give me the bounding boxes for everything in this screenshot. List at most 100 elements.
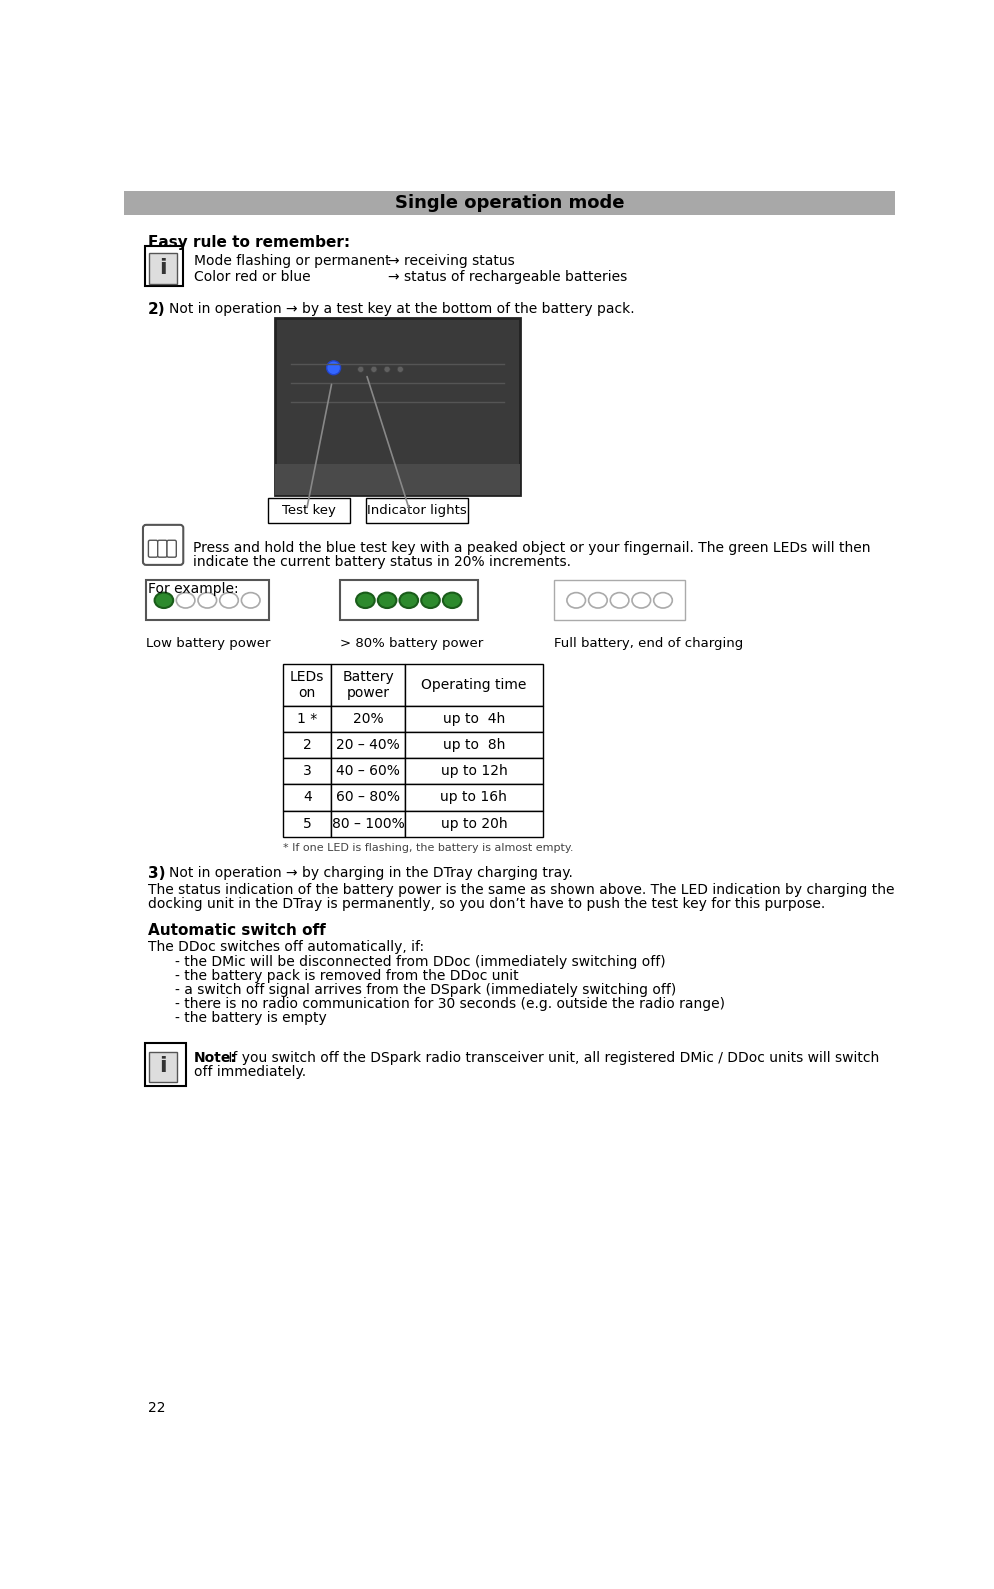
- Text: indicate the current battery status in 20% increments.: indicate the current battery status in 2…: [193, 555, 570, 569]
- Ellipse shape: [176, 593, 195, 609]
- Text: If you switch off the DSpark radio transceiver unit, all registered DMic / DDoc : If you switch off the DSpark radio trans…: [224, 1050, 878, 1065]
- Text: Operating time: Operating time: [420, 679, 526, 693]
- FancyBboxPatch shape: [331, 664, 405, 706]
- Text: Battery
power: Battery power: [342, 671, 394, 701]
- Text: 80 – 100%: 80 – 100%: [331, 817, 405, 831]
- FancyBboxPatch shape: [149, 1052, 177, 1082]
- Text: 2): 2): [147, 302, 165, 318]
- Text: Mode flashing or permanent: Mode flashing or permanent: [194, 254, 391, 269]
- Text: LEDs
on: LEDs on: [290, 671, 324, 701]
- Text: - the battery pack is removed from the DDoc unit: - the battery pack is removed from the D…: [175, 969, 518, 984]
- FancyBboxPatch shape: [283, 810, 331, 837]
- Text: off immediately.: off immediately.: [194, 1065, 306, 1079]
- FancyBboxPatch shape: [283, 758, 331, 785]
- FancyBboxPatch shape: [144, 1042, 186, 1087]
- Circle shape: [384, 365, 390, 372]
- Ellipse shape: [567, 593, 584, 609]
- FancyBboxPatch shape: [167, 540, 176, 558]
- FancyBboxPatch shape: [149, 253, 177, 284]
- FancyBboxPatch shape: [405, 664, 543, 706]
- Ellipse shape: [154, 593, 173, 609]
- Ellipse shape: [356, 593, 375, 609]
- Text: Indicator lights: Indicator lights: [367, 504, 466, 516]
- Text: Test key: Test key: [281, 504, 335, 516]
- Text: The status indication of the battery power is the same as shown above. The LED i: The status indication of the battery pow…: [147, 883, 894, 896]
- Text: i: i: [159, 257, 167, 278]
- Ellipse shape: [609, 593, 628, 609]
- FancyBboxPatch shape: [405, 733, 543, 758]
- Text: docking unit in the DTray is permanently, so you don’t have to push the test key: docking unit in the DTray is permanently…: [147, 896, 824, 910]
- Text: 3): 3): [147, 866, 165, 880]
- Ellipse shape: [242, 593, 259, 609]
- FancyBboxPatch shape: [124, 191, 895, 216]
- Text: Note:: Note:: [194, 1050, 237, 1065]
- FancyBboxPatch shape: [405, 810, 543, 837]
- Text: 1 *: 1 *: [297, 712, 317, 726]
- Text: up to  8h: up to 8h: [442, 737, 505, 752]
- Text: 40 – 60%: 40 – 60%: [336, 764, 400, 779]
- Text: The DDoc switches off automatically, if:: The DDoc switches off automatically, if:: [147, 939, 423, 953]
- Text: For example:: For example:: [147, 582, 238, 596]
- Text: i: i: [159, 1057, 167, 1076]
- FancyBboxPatch shape: [267, 497, 350, 523]
- FancyBboxPatch shape: [331, 810, 405, 837]
- Ellipse shape: [220, 593, 238, 609]
- FancyBboxPatch shape: [331, 733, 405, 758]
- Ellipse shape: [400, 593, 417, 609]
- FancyBboxPatch shape: [405, 706, 543, 733]
- FancyBboxPatch shape: [283, 785, 331, 810]
- Text: up to 20h: up to 20h: [440, 817, 507, 831]
- Text: Low battery power: Low battery power: [146, 637, 270, 650]
- Text: Automatic switch off: Automatic switch off: [147, 923, 325, 938]
- FancyBboxPatch shape: [275, 464, 519, 494]
- Ellipse shape: [378, 593, 396, 609]
- Text: > 80% battery power: > 80% battery power: [340, 637, 483, 650]
- FancyBboxPatch shape: [283, 706, 331, 733]
- Circle shape: [357, 365, 364, 372]
- FancyBboxPatch shape: [554, 580, 684, 620]
- FancyBboxPatch shape: [148, 540, 157, 558]
- Text: Press and hold the blue test key with a peaked object or your fingernail. The gr: Press and hold the blue test key with a …: [193, 540, 869, 555]
- FancyBboxPatch shape: [405, 758, 543, 785]
- Text: up to  4h: up to 4h: [442, 712, 505, 726]
- Text: 20%: 20%: [353, 712, 383, 726]
- Text: → receiving status: → receiving status: [388, 254, 514, 269]
- Text: Color red or blue: Color red or blue: [194, 270, 310, 284]
- Text: * If one LED is flashing, the battery is almost empty.: * If one LED is flashing, the battery is…: [283, 842, 574, 853]
- Ellipse shape: [442, 593, 461, 609]
- Circle shape: [397, 365, 403, 372]
- FancyBboxPatch shape: [331, 785, 405, 810]
- Text: 2: 2: [302, 737, 311, 752]
- Text: 4: 4: [302, 790, 311, 804]
- Text: - the DMic will be disconnected from DDoc (immediately switching off): - the DMic will be disconnected from DDo…: [175, 955, 665, 969]
- Text: - the battery is empty: - the battery is empty: [175, 1011, 326, 1025]
- Ellipse shape: [420, 593, 439, 609]
- FancyBboxPatch shape: [146, 580, 268, 620]
- Text: up to 16h: up to 16h: [440, 790, 507, 804]
- FancyBboxPatch shape: [405, 785, 543, 810]
- FancyBboxPatch shape: [157, 540, 167, 558]
- Circle shape: [326, 361, 340, 375]
- Text: 3: 3: [302, 764, 311, 779]
- Ellipse shape: [631, 593, 650, 609]
- Text: up to 12h: up to 12h: [440, 764, 507, 779]
- Text: Full battery, end of charging: Full battery, end of charging: [554, 637, 743, 650]
- Text: Easy rule to remember:: Easy rule to remember:: [147, 235, 350, 251]
- Text: - a switch off signal arrives from the DSpark (immediately switching off): - a switch off signal arrives from the D…: [175, 984, 675, 996]
- Text: 20 – 40%: 20 – 40%: [336, 737, 400, 752]
- FancyBboxPatch shape: [144, 246, 183, 286]
- Ellipse shape: [198, 593, 217, 609]
- Text: - there is no radio communication for 30 seconds (e.g. outside the radio range): - there is no radio communication for 30…: [175, 996, 724, 1011]
- Text: 22: 22: [147, 1401, 165, 1416]
- FancyBboxPatch shape: [366, 497, 467, 523]
- FancyBboxPatch shape: [331, 706, 405, 733]
- FancyBboxPatch shape: [143, 524, 183, 566]
- FancyBboxPatch shape: [283, 733, 331, 758]
- Ellipse shape: [653, 593, 672, 609]
- Text: Not in operation → by a test key at the bottom of the battery pack.: Not in operation → by a test key at the …: [168, 302, 633, 316]
- Text: Not in operation → by charging in the DTray charging tray.: Not in operation → by charging in the DT…: [168, 866, 572, 880]
- Text: → status of rechargeable batteries: → status of rechargeable batteries: [388, 270, 626, 284]
- Text: Single operation mode: Single operation mode: [395, 194, 623, 211]
- FancyBboxPatch shape: [275, 318, 519, 494]
- Circle shape: [371, 365, 377, 372]
